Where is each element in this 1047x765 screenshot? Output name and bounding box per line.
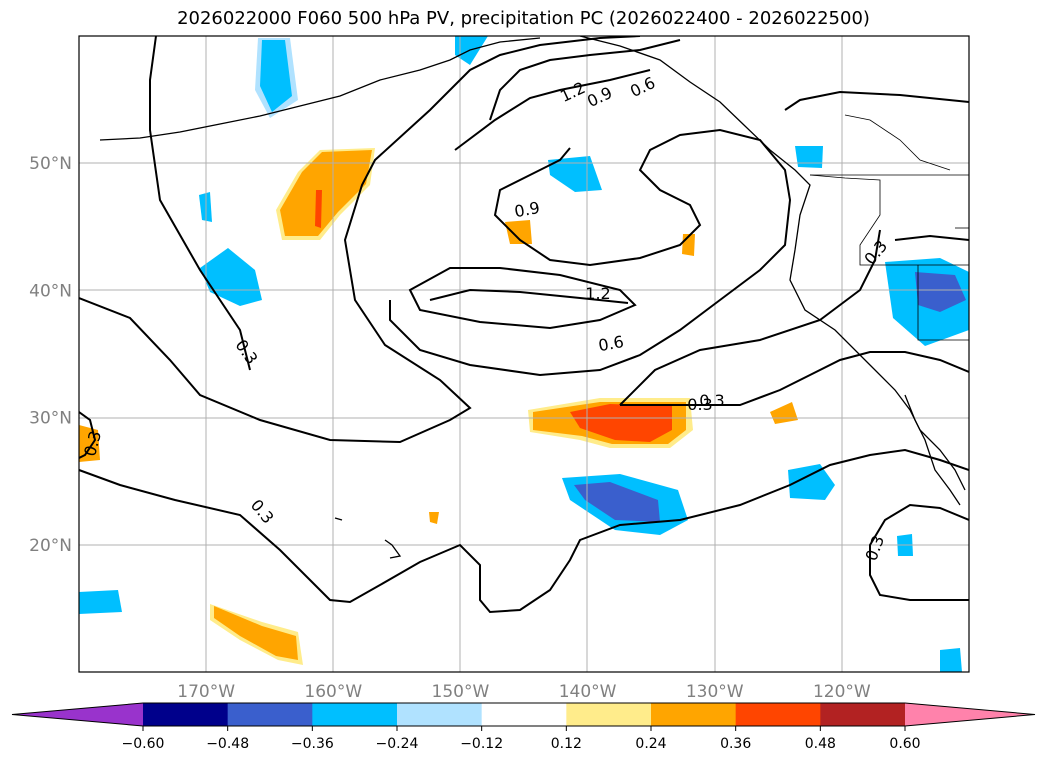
colorbar-tick-label: −0.12 (460, 736, 503, 752)
colorbar-tick-label: −0.24 (376, 736, 419, 752)
colorbar-extend-low (12, 703, 143, 726)
borders (809, 114, 969, 341)
lon-tick-label: 130°W (686, 682, 744, 702)
coastlines (99, 36, 966, 559)
colorbar-tick-label: −0.48 (206, 736, 249, 752)
lon-tick-label: 140°W (559, 682, 617, 702)
colorbar-segment (481, 703, 567, 726)
map-background (79, 36, 969, 672)
colorbar-segment (735, 703, 821, 726)
precip-shading (79, 36, 969, 672)
longitude-tick-labels: 170°W 160°W 150°W 140°W 130°W 120°W (177, 682, 871, 702)
lon-tick-label: 150°W (432, 682, 490, 702)
colorbar-segment (651, 703, 737, 726)
lon-tick-label: 160°W (304, 682, 362, 702)
colorbar-segment (566, 703, 652, 726)
colorbar-segment (143, 703, 229, 726)
colorbar-tick-label: −0.60 (122, 736, 165, 752)
colorbar-tick-label: 0.60 (889, 736, 920, 752)
colorbar-tick-label: −0.36 (291, 736, 334, 752)
lat-tick-label: 40°N (29, 281, 72, 301)
lat-tick-label: 20°N (29, 536, 72, 556)
contour-label: 0.6 (597, 332, 625, 355)
contour-label: 0.3 (687, 395, 712, 414)
map-frame (78, 35, 970, 673)
pv-contours (79, 36, 969, 614)
map-title: 2026022000 F060 500 hPa PV, precipitatio… (177, 8, 870, 29)
colorbar-segment (227, 703, 313, 726)
colorbar-segment (312, 703, 398, 726)
colorbar-segment (820, 703, 906, 726)
lon-tick-label: 170°W (177, 682, 235, 702)
colorbar-tick-labels: −0.60 −0.48 −0.36 −0.24 −0.12 0.12 0.24 0.36 0.4… (122, 726, 921, 752)
contour-label: 0.3 (699, 391, 724, 410)
contour-label: 0.9 (513, 198, 541, 221)
lat-tick-label: 30°N (29, 409, 72, 429)
colorbar-segment (397, 703, 483, 726)
contour-label: 1.2 (585, 284, 610, 303)
gridlines (79, 36, 969, 672)
colorbar-tick-label: 0.36 (720, 736, 751, 752)
colorbar-tick-label: 0.24 (635, 736, 666, 752)
latitude-tick-labels: 20°N 30°N 40°N 50°N (29, 154, 72, 556)
lon-tick-label: 120°W (813, 682, 871, 702)
colorbar (11, 702, 1036, 727)
colorbar-extend-high (905, 703, 1035, 726)
colorbar-tick-label: 0.12 (551, 736, 582, 752)
colorbar-tick-label: 0.48 (805, 736, 836, 752)
lat-tick-label: 50°N (29, 154, 72, 174)
